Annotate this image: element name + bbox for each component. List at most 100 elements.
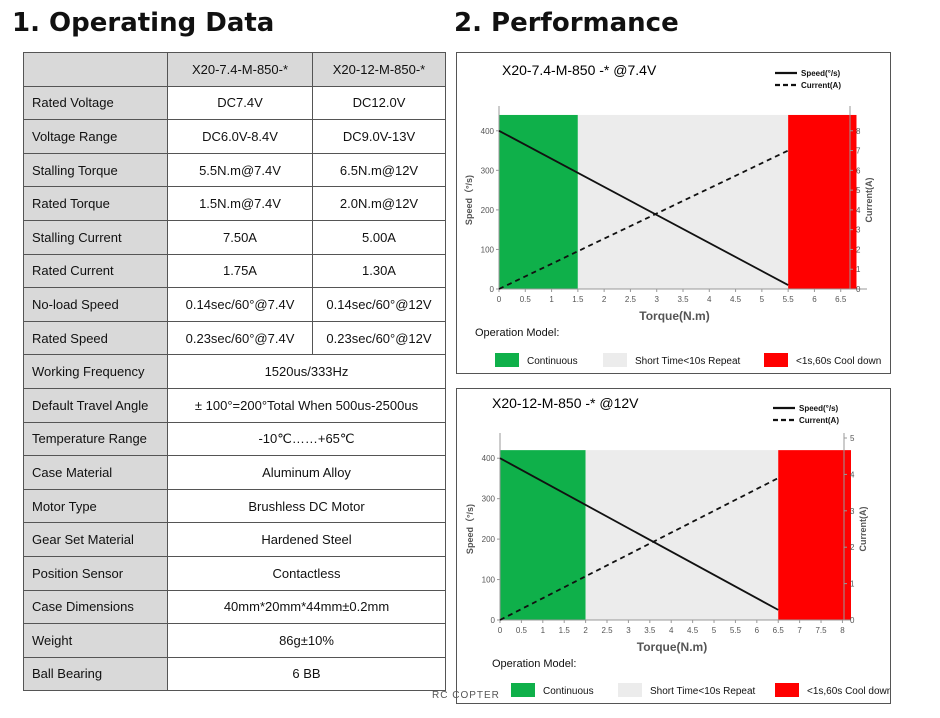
zone-legend-swatch [764, 353, 788, 367]
zone-legend-label: Continuous [543, 686, 594, 697]
chart-svg: 0 0.5 1 1.5 2 2.5 3 3.5 4 4.5 5 5.5 6 6.5 7 7.5 80100200… [465, 395, 890, 697]
operation-model-label: Operation Model: [475, 327, 559, 339]
y-tick-label: 300 [481, 166, 495, 175]
table-cell: 1.5N.m@7.4V [167, 186, 313, 221]
row-label: Stalling Torque [23, 152, 168, 188]
x-tick-label: 5 [712, 626, 717, 635]
x-tick-label: 2 [602, 295, 607, 304]
table-cell: 6.5N.m@12V [312, 152, 446, 188]
table-cell: 0.23sec/60°@12V [312, 320, 446, 356]
table-cell: 5.00A [312, 219, 446, 255]
y-tick-label: 100 [482, 576, 496, 585]
zone-legend-swatch [495, 353, 519, 367]
y2-tick-label: 8 [856, 127, 861, 136]
table-row: Rated Current 1.75A 1.30A [23, 253, 446, 289]
row-label: Weight [23, 623, 168, 658]
row-label: Stalling Current [23, 219, 168, 255]
y2-tick-label: 5 [856, 186, 861, 195]
table-cell: Aluminum Alloy [167, 455, 446, 490]
y2-tick-label: 3 [856, 226, 861, 235]
table-cell: 1520us/333Hz [167, 354, 446, 389]
performance-chart-12v: 0 0.5 1 1.5 2 2.5 3 3.5 4 4.5 5 5.5 6 6.5 7 7.5 8 0 100 200… [456, 388, 891, 704]
table-row: No-load Speed 0.14sec/60°@7.4V 0.14sec/60°… [23, 287, 446, 322]
table-cell: DC9.0V-13V [312, 119, 446, 154]
x-tick-label: 0.5 [520, 295, 532, 304]
y-tick-label: 400 [481, 127, 495, 136]
legend-label: Speed(°/s) [801, 69, 841, 78]
legend-label: Speed(°/s) [799, 404, 839, 413]
row-label: Rated Voltage [23, 85, 168, 121]
table-row: Case Dimensions 40mm*20mm*44mm±0.2mm [23, 589, 446, 625]
table-cell: ± 100°=200°Total When 500us-2500us [167, 387, 446, 423]
zone-legend-swatch [511, 683, 535, 697]
x-tick-label: 4 [707, 295, 712, 304]
zone-legend-label: <1s,60s Cool down [807, 686, 890, 697]
table-cell: 40mm*20mm*44mm±0.2mm [167, 589, 446, 625]
operating-data-table: X20-7.4-M-850-* X20-12-M-850-* Rated Volta… [23, 52, 446, 692]
x-tick-label: 0 [498, 626, 503, 635]
x-tick-label: 6.5 [773, 626, 785, 635]
row-label: No-load Speed [23, 287, 168, 322]
row-label: Working Frequency [23, 354, 168, 389]
y-tick-label: 200 [482, 535, 496, 544]
row-label: Position Sensor [23, 555, 168, 591]
x-tick-label: 2.5 [625, 295, 637, 304]
zone-band [499, 114, 578, 289]
y2-tick-label: 3 [850, 507, 855, 516]
table-cell: 1.75A [167, 253, 313, 289]
zone-band [577, 114, 789, 289]
table-row: Motor Type Brushless DC Motor [23, 488, 446, 524]
x-tick-label: 3 [626, 626, 631, 635]
zone-legend-label: Continuous [527, 356, 578, 367]
performance-chart-7-4v: 0 0.5 1 1.5 2 2.5 3 3.5 4 4.5 5 5.5 6 6.5 0 100 200 300 40… [456, 52, 891, 374]
speed-line [499, 457, 779, 611]
x-axis-title: Torque(N.m) [639, 309, 709, 323]
row-label: Ball Bearing [23, 656, 168, 692]
row-label: Gear Set Material [23, 522, 168, 557]
table-corner-cell [23, 52, 168, 87]
row-label: Motor Type [23, 488, 168, 524]
row-label: Voltage Range [23, 119, 168, 154]
y2-tick-label: 4 [856, 206, 861, 215]
current-line [499, 477, 779, 621]
y-tick-label: 400 [482, 454, 496, 463]
x-tick-label: 2.5 [601, 626, 613, 635]
x-tick-label: 8 [840, 626, 845, 635]
y2-tick-label: 5 [850, 434, 855, 443]
row-label: Rated Torque [23, 186, 168, 221]
table-cell: 1.30A [312, 253, 446, 289]
row-label: Case Material [23, 455, 168, 490]
y2-tick-label: 1 [856, 265, 861, 274]
x-tick-label: 7 [797, 626, 802, 635]
table-cell: Brushless DC Motor [167, 488, 446, 524]
row-label: Temperature Range [23, 421, 168, 457]
chart-title: X20-7.4-M-850 -* @7.4V [502, 62, 657, 78]
table-cell: 5.5N.m@7.4V [167, 152, 313, 188]
zone-band [778, 450, 851, 620]
x-axis-title: Torque(N.m) [637, 640, 707, 654]
x-tick-label: 4.5 [687, 626, 699, 635]
x-tick-label: 4.5 [730, 295, 742, 304]
x-tick-label: 1 [541, 626, 546, 635]
x-tick-label: 5.5 [730, 626, 742, 635]
table-cell: DC7.4V [167, 85, 313, 121]
y-tick-label: 0 [490, 285, 495, 294]
column-header: X20-12-M-850-* [312, 52, 446, 87]
x-tick-label: 2 [583, 626, 588, 635]
row-label: Rated Current [23, 253, 168, 289]
y-tick-label: 0 [491, 616, 496, 625]
chart-svg: 0 0.5 1 1.5 2 2.5 3 3.5 4 4.5 5 5.5 6 6.5010020030040… [464, 62, 881, 367]
table-cell: DC12.0V [312, 85, 446, 121]
x-tick-label: 3.5 [677, 295, 689, 304]
y2-tick-label: 2 [856, 245, 861, 254]
speed-line [498, 129, 789, 286]
x-tick-label: 5 [760, 295, 765, 304]
operation-model-label: Operation Model: [492, 658, 576, 670]
row-label: Default Travel Angle [23, 387, 168, 423]
y-axis-title: Speed（°/s) [464, 175, 474, 225]
y2-tick-label: 1 [850, 580, 855, 589]
zone-legend-label: <1s,60s Cool down [796, 356, 881, 367]
y-axis-title: Speed（°/s) [465, 504, 475, 554]
table-row: Gear Set Material Hardened Steel [23, 522, 446, 557]
x-tick-label: 3 [654, 295, 659, 304]
